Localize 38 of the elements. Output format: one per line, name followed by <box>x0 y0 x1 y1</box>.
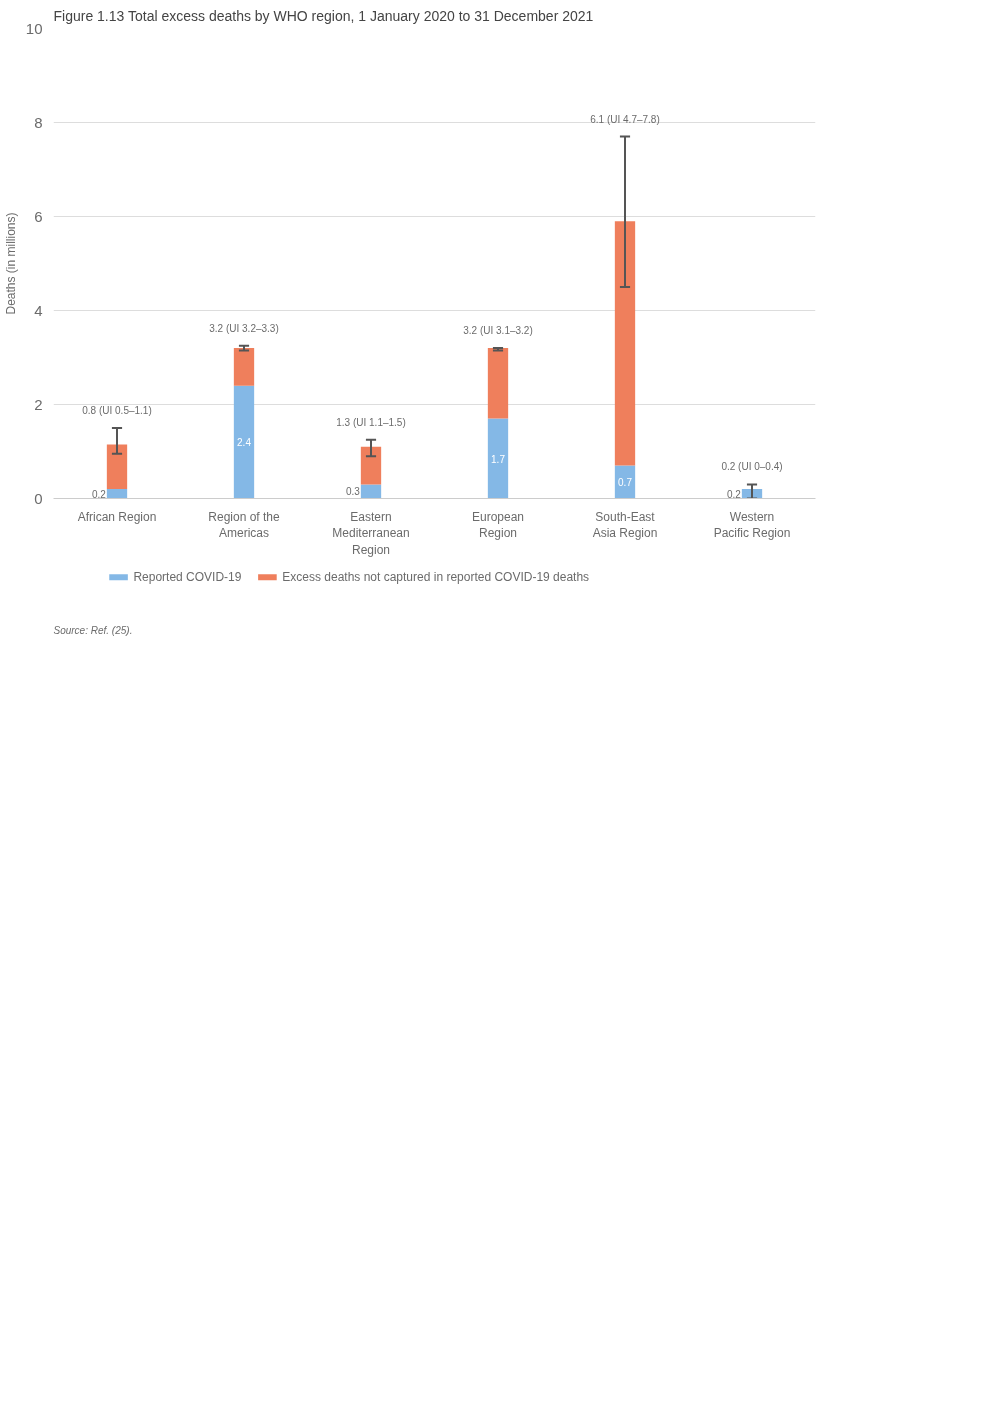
y-tick-label: 8 <box>34 113 43 131</box>
annotation: 0.2 (UI 0–0.4) <box>721 461 783 473</box>
data-label: 0.7 <box>618 477 633 489</box>
data-label: 1.7 <box>491 453 506 465</box>
x-tick-label: South-East Asia Region <box>592 509 658 541</box>
annotation: 1.3 (UI 1.1–1.5) <box>336 416 406 428</box>
y-tick-label: 2 <box>34 395 43 413</box>
data-label: 0.2 <box>91 488 107 500</box>
bar <box>360 484 382 499</box>
legend-label: Reported COVID-19 <box>133 570 242 585</box>
annotation: 3.2 (UI 3.2–3.3) <box>209 322 279 334</box>
bar <box>360 446 382 485</box>
annotation: 3.2 (UI 3.1–3.2) <box>463 325 533 337</box>
legend-label: Excess deaths not captured in reported COVID-19 deaths <box>282 570 590 585</box>
data-label: 0.3 <box>345 486 361 498</box>
x-tick-label: Eastern Mediterranean Region <box>332 509 410 558</box>
bar <box>106 444 128 490</box>
y-tick-label: 0 <box>34 489 43 507</box>
y-tick-label: 10 <box>25 19 43 37</box>
y-tick-label: 4 <box>34 301 43 319</box>
chart-title: Figure 1.13 Total excess deaths by WHO region, 1 January 2020 to 31 December 2021 <box>53 7 594 24</box>
bar <box>233 348 255 386</box>
y-axis-title: Deaths (in millions) <box>3 212 18 315</box>
data-label: 0.2 <box>726 488 742 500</box>
x-tick-label: African Region <box>77 509 157 524</box>
y-tick-label: 6 <box>34 207 43 225</box>
bar <box>487 348 509 419</box>
bar <box>106 489 128 499</box>
x-tick-label: European Region <box>471 509 525 541</box>
source-note: Source: Ref. (25). <box>53 624 133 636</box>
data-label: 2.4 <box>237 437 252 449</box>
bar <box>614 221 636 466</box>
x-tick-label: Western Pacific Region <box>713 509 791 541</box>
annotation: 6.1 (UI 4.7–7.8) <box>590 113 660 125</box>
bar <box>487 418 509 499</box>
x-tick-label: Region of the Americas <box>208 509 281 541</box>
bar <box>233 385 255 499</box>
annotation: 0.8 (UI 0.5–1.1) <box>82 405 152 416</box>
